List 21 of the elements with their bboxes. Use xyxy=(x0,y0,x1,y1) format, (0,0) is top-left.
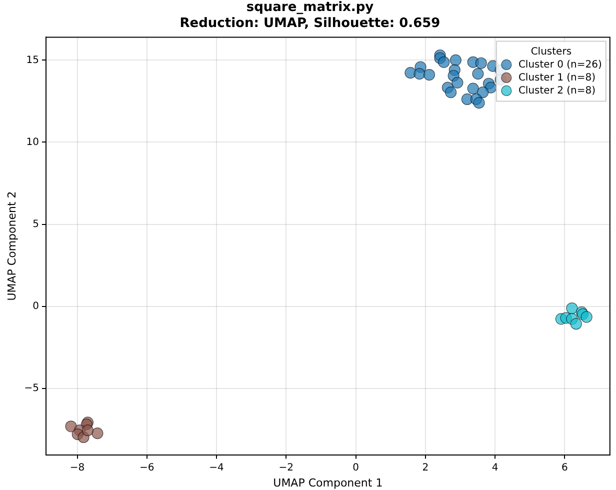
y-tick-label: 15 xyxy=(26,54,39,66)
x-tick-label: −4 xyxy=(209,462,224,474)
chart-subtitle: Reduction: UMAP, Silhouette: 0.659 xyxy=(180,16,440,31)
legend-label: Cluster 0 (n=26) xyxy=(518,59,602,70)
x-tick-label: 4 xyxy=(492,462,498,474)
x-axis-title: UMAP Component 1 xyxy=(273,476,383,490)
x-tick-label: −8 xyxy=(70,462,85,474)
legend-title: Clusters xyxy=(530,46,572,58)
y-tick-label: 10 xyxy=(26,136,39,148)
x-tick-label: 6 xyxy=(561,462,568,474)
x-tick-label: −6 xyxy=(140,462,154,474)
x-tick-label: 0 xyxy=(352,462,359,474)
y-axis-title: UMAP Component 2 xyxy=(5,191,18,301)
y-tick-label: 5 xyxy=(32,218,39,230)
y-tick-label: 0 xyxy=(32,300,39,312)
legend-label: Cluster 2 (n=8) xyxy=(518,85,596,96)
x-tick-label: −2 xyxy=(278,462,294,474)
y-tick-label: −5 xyxy=(24,382,39,394)
chart-title: square_matrix.py xyxy=(246,0,374,16)
legend-label: Cluster 1 (n=8) xyxy=(518,72,596,84)
x-tick-label: 2 xyxy=(422,462,429,474)
